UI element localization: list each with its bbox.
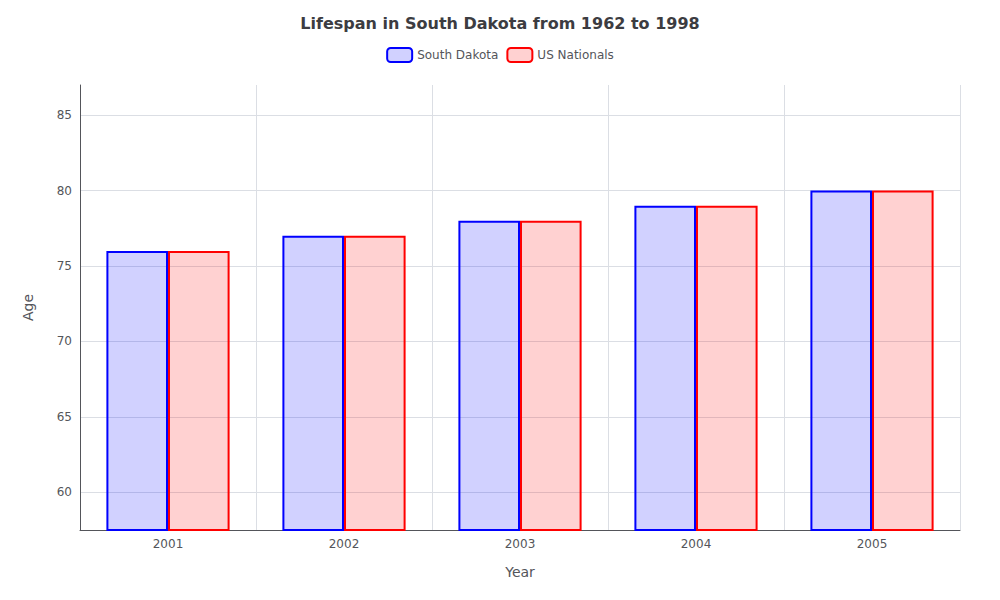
- svg-text:75: 75: [57, 259, 72, 273]
- svg-text:2001: 2001: [153, 537, 184, 551]
- svg-text:65: 65: [57, 410, 72, 424]
- svg-text:2002: 2002: [329, 537, 360, 551]
- svg-text:US Nationals: US Nationals: [537, 48, 613, 62]
- svg-text:2005: 2005: [857, 537, 888, 551]
- svg-text:2004: 2004: [681, 537, 712, 551]
- svg-text:Lifespan in South Dakota from: Lifespan in South Dakota from 1962 to 19…: [300, 14, 699, 33]
- svg-text:70: 70: [57, 334, 72, 348]
- svg-text:South Dakota: South Dakota: [417, 48, 498, 62]
- svg-text:Age: Age: [20, 294, 36, 321]
- svg-text:2003: 2003: [505, 537, 536, 551]
- svg-text:80: 80: [57, 184, 72, 198]
- svg-text:60: 60: [57, 485, 72, 499]
- svg-text:Year: Year: [504, 564, 535, 580]
- svg-text:85: 85: [57, 108, 72, 122]
